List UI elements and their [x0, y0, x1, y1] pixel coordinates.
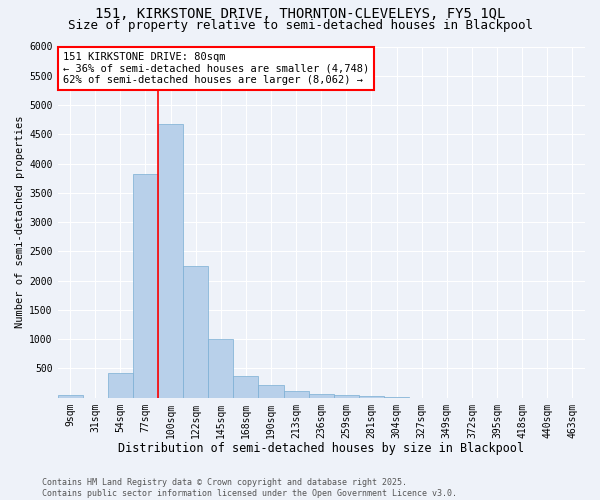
Text: Size of property relative to semi-detached houses in Blackpool: Size of property relative to semi-detach…: [67, 19, 533, 32]
Text: Contains HM Land Registry data © Crown copyright and database right 2025.
Contai: Contains HM Land Registry data © Crown c…: [42, 478, 457, 498]
Text: 151 KIRKSTONE DRIVE: 80sqm
← 36% of semi-detached houses are smaller (4,748)
62%: 151 KIRKSTONE DRIVE: 80sqm ← 36% of semi…: [63, 52, 369, 85]
Bar: [359, 396, 384, 398]
Y-axis label: Number of semi-detached properties: Number of semi-detached properties: [15, 116, 25, 328]
Bar: [58, 395, 83, 398]
Bar: [334, 395, 359, 398]
Bar: [158, 124, 183, 398]
Text: 151, KIRKSTONE DRIVE, THORNTON-CLEVELEYS, FY5 1QL: 151, KIRKSTONE DRIVE, THORNTON-CLEVELEYS…: [95, 8, 505, 22]
Bar: [208, 339, 233, 398]
X-axis label: Distribution of semi-detached houses by size in Blackpool: Distribution of semi-detached houses by …: [118, 442, 524, 455]
Bar: [233, 376, 259, 398]
Bar: [183, 266, 208, 398]
Bar: [108, 372, 133, 398]
Bar: [284, 392, 309, 398]
Bar: [133, 174, 158, 398]
Bar: [259, 386, 284, 398]
Bar: [309, 394, 334, 398]
